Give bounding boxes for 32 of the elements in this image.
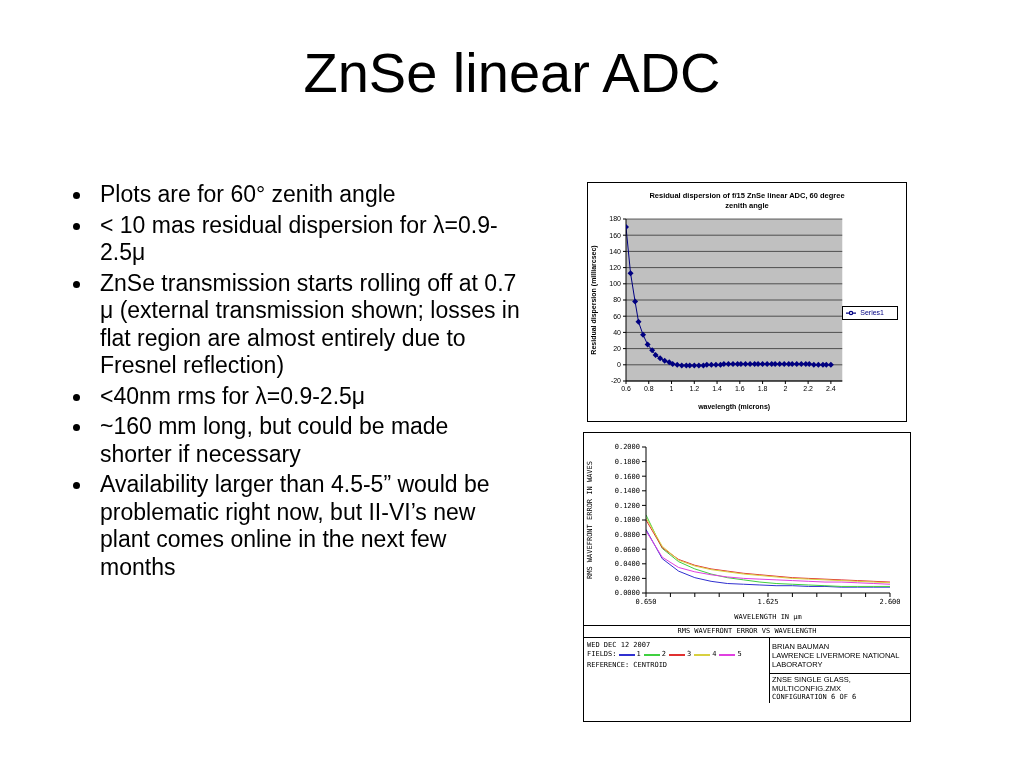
text: ZnSe linear ADC [302,40,722,105]
point [823,361,830,368]
point [652,352,659,359]
point [640,331,647,338]
point [635,318,642,325]
point [815,361,822,368]
point [657,355,664,362]
text: <40nm rms for λ=0.9-2.5μ [100,382,367,410]
point [708,361,715,368]
text: ZnSe transmission starts rolling off at 0.7 μ (external transmission shown; losses in flat region are almost entirely due to Fresnel reflection) [100,269,520,380]
point [632,298,639,305]
point [793,360,800,367]
point [725,360,732,367]
text: < 10 mas residual dispersion for λ=0.9-2.5μ [100,211,499,267]
point [644,341,651,348]
text: ~160 mm long, but could be made shorter if necessary [100,413,450,468]
point [691,362,698,369]
point [627,270,634,277]
point [661,357,668,364]
point [742,360,749,367]
point [695,362,702,369]
point [712,361,719,368]
point [674,361,681,368]
point [806,360,813,367]
point [827,361,834,368]
text: Plots are for 60° zenith angle [100,181,397,209]
text: Availability larger than 4.5-5” would be problematic right now, but II-VI’s new plant comes online in the next few months [100,471,491,581]
point [759,360,766,367]
point [649,347,656,354]
point [776,360,783,367]
point [729,360,736,367]
point [810,361,817,368]
